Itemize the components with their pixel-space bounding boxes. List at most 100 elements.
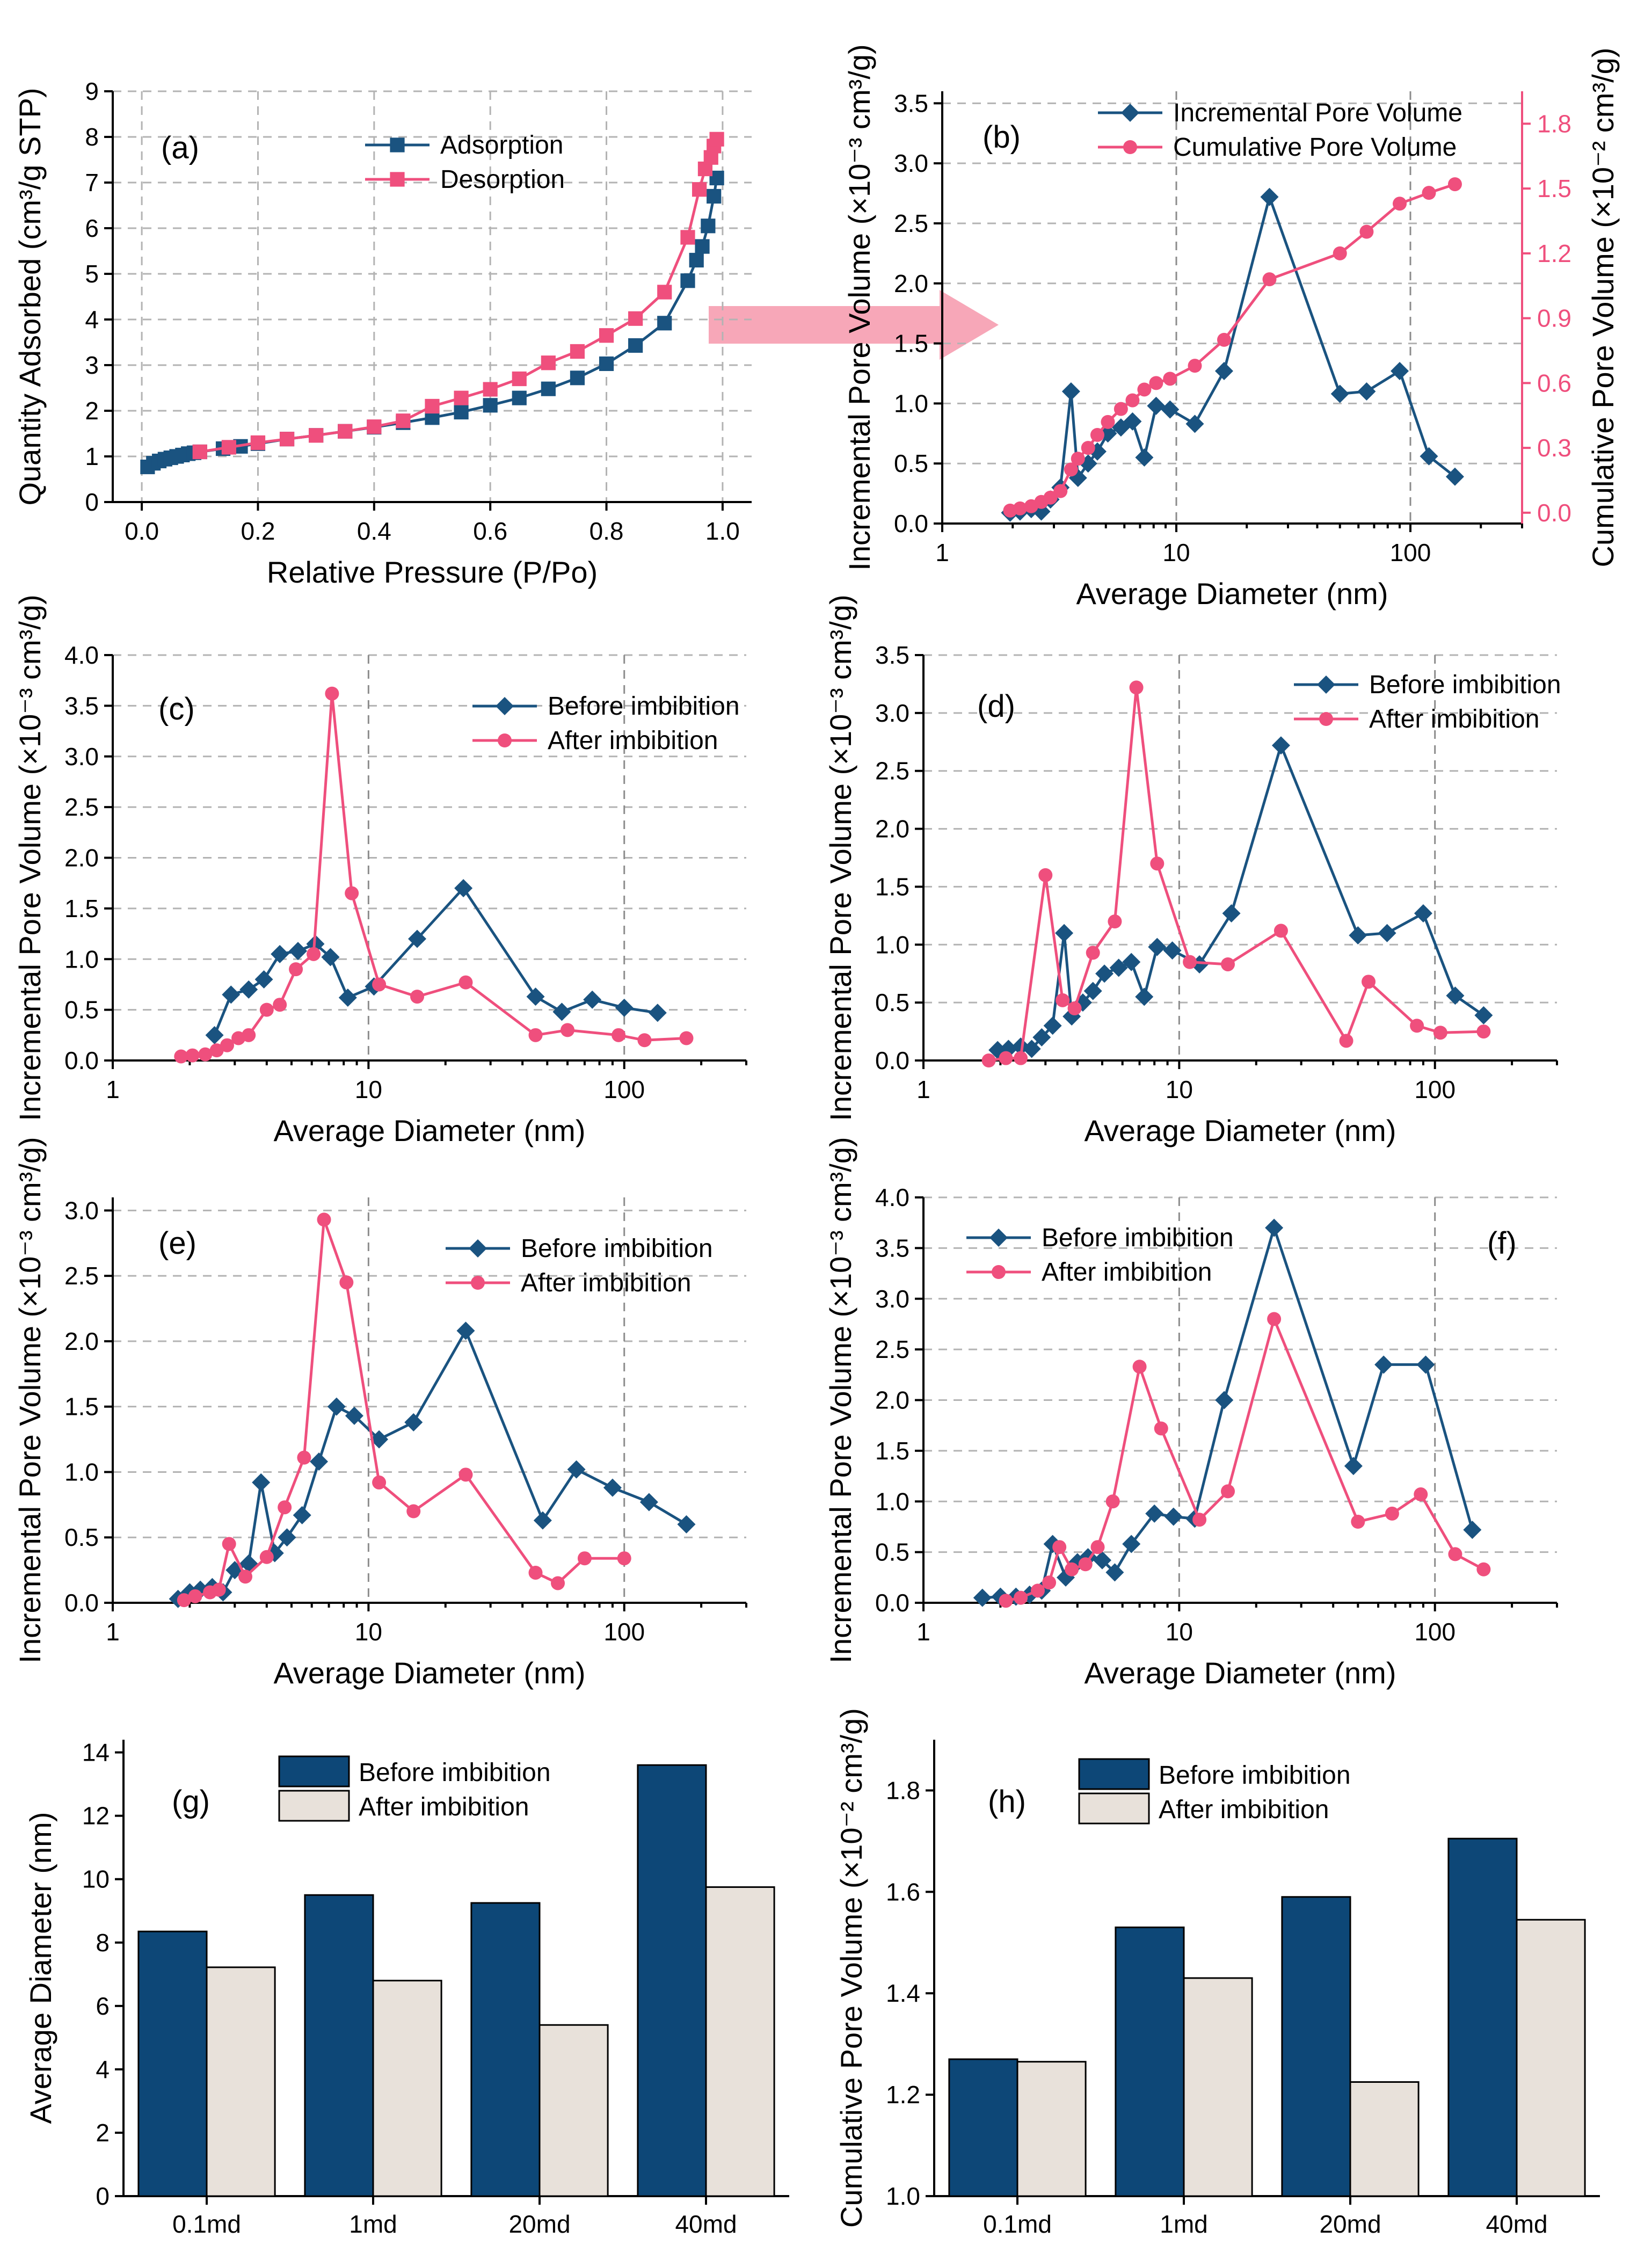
panel-e-data-point: [327, 1397, 346, 1416]
panel-g-y-tick-label: 12: [82, 1802, 110, 1830]
panel-a-data-point: [396, 413, 411, 428]
panel-a-data-point: [541, 355, 556, 370]
panel-a-data-point: [709, 132, 724, 147]
panel-c-data-point: [372, 977, 387, 992]
panel-f-data-point: [973, 1588, 992, 1607]
panel-a-data-point: [338, 424, 353, 439]
panel-e-data-point: [577, 1551, 592, 1566]
panel-h-legend-label: Before imbibition: [1159, 1761, 1351, 1790]
panel-f-y-tick-label: 3.0: [875, 1285, 909, 1313]
panel-a: 0 1 2 3 4 5 6 7 8 9 0.0 0.2 0.4 0.6 0.8 1.0 Relative Pre…: [13, 77, 752, 589]
panel-b-data-point: [1147, 396, 1166, 415]
panel-d-data-point: [1129, 680, 1144, 695]
panel-e-data-point: [345, 1406, 363, 1425]
panel-a-data-point: [628, 338, 643, 353]
panel-b-legend-label: Cumulative Pore Volume: [1173, 133, 1457, 162]
panel-d-legend-marker: [1317, 675, 1335, 694]
panel-e-data-point: [259, 1550, 274, 1564]
panel-e-legend-marker: [471, 1276, 485, 1290]
panel-c-data-point: [583, 990, 602, 1009]
panel-b-y-tick-label: 1.0: [894, 389, 928, 417]
panel-g-y-tick-label: 6: [96, 1992, 110, 2020]
panel-d-y-tick-label: 0.5: [875, 989, 909, 1016]
panel-f-y-tick-label: 2.0: [875, 1386, 909, 1414]
panel-b-data-point: [1217, 332, 1231, 347]
panel-b-y-right-tick-label: 1.8: [1537, 110, 1571, 137]
panel-e-legend-label: Before imbibition: [521, 1234, 713, 1263]
panel-f-data-point: [1416, 1355, 1435, 1374]
panel-e: 0.0 0.5 1.0 1.5 2.0 2.5 3.0 1 10 100 Average Diame…: [13, 1137, 747, 1690]
panel-b-data-point: [1445, 467, 1464, 486]
panel-a-data-point: [657, 285, 672, 300]
panel-f-data-point: [1154, 1421, 1168, 1436]
panel-e-data-point: [252, 1473, 271, 1492]
panel-d-data-point: [981, 1053, 996, 1067]
panel-b-data-point: [1214, 362, 1233, 381]
panel-a-data-point: [628, 311, 643, 326]
panel-d-data-point: [1095, 964, 1114, 983]
panel-a-legend-marker: [390, 172, 405, 187]
panel-b-data-point: [1422, 186, 1436, 200]
panel-f-data-point: [1065, 1562, 1079, 1576]
panel-b-data-point: [1260, 187, 1279, 206]
panel-d-data-point: [1273, 924, 1288, 938]
panel-g-legend-label: Before imbibition: [359, 1759, 551, 1787]
panel-g-bar: [372, 1980, 442, 2197]
panel-e-data-point: [188, 1589, 202, 1603]
panel-g-y-tick-label: 10: [82, 1865, 110, 1893]
panel-d-y-tick-label: 0.0: [875, 1047, 909, 1074]
panel-g-bar: [304, 1894, 374, 2197]
panel-b-data-point: [1043, 490, 1058, 505]
panel-d-data-point: [1433, 1026, 1447, 1040]
panel-b-data-point: [1357, 382, 1376, 401]
transition-arrow: [709, 290, 999, 360]
panel-d-data-point: [1410, 1019, 1424, 1033]
panel-g-y-tick-label: 8: [96, 1929, 110, 1957]
panel-d-y-tick-label: 3.0: [875, 699, 909, 727]
panel-b-data-point: [1081, 441, 1095, 455]
panel-b-data-point: [1098, 424, 1117, 443]
panel-a-y-tick-label: 1: [85, 442, 99, 470]
panel-d-data-point: [1378, 924, 1396, 942]
panel-f-y-axis-title: Incremental Pore Volume (×10⁻³ cm³/g): [824, 1137, 857, 1663]
panel-a-x-tick-label: 0.0: [125, 517, 159, 545]
panel-f-data-point: [1448, 1547, 1462, 1561]
panel-c-y-tick-label: 2.0: [64, 844, 99, 872]
panel-f-data-point: [1385, 1506, 1399, 1521]
panel-b-data-point: [1393, 197, 1407, 211]
panel-h-legend: Before imbibition After imbibition: [1078, 1758, 1351, 1825]
panel-b-y-right-tick-label: 1.2: [1537, 239, 1571, 267]
panel-d-data-point: [1446, 986, 1465, 1005]
panel-f-data-point: [1031, 1583, 1045, 1598]
panel-f-data-point: [1042, 1575, 1057, 1590]
panel-b-data-point: [1053, 484, 1068, 498]
panel-a-data-point: [692, 182, 707, 197]
panel-g-bar: [705, 1886, 775, 2197]
panel-a-legend-marker: [390, 137, 405, 152]
panel-f-data-point: [1344, 1457, 1363, 1476]
panel-e-y-tick-label: 2.0: [64, 1327, 99, 1355]
panel-b-data-point: [1071, 452, 1085, 466]
panel-c-data-point: [561, 1023, 575, 1037]
panel-c-legend-marker: [496, 697, 514, 715]
panel-g-bar: [470, 1902, 541, 2197]
panel-b-data-point: [1114, 402, 1128, 416]
panel-e-data-point: [293, 1506, 311, 1524]
panel-b-data-point: [1447, 177, 1462, 192]
panel-f-data-point: [1476, 1562, 1491, 1576]
panel-c-y-tick-label: 0.0: [64, 1047, 99, 1074]
panel-d-data-point: [1349, 926, 1367, 945]
panel-a-data-point: [250, 435, 266, 451]
panel-h-label: (h): [988, 1784, 1026, 1819]
panel-a-data-point: [367, 419, 382, 434]
panel-c-legend-label: After imbibition: [548, 726, 718, 755]
panel-h-legend-label: After imbibition: [1159, 1796, 1329, 1824]
panel-a-y-tick-label: 8: [85, 123, 99, 151]
panel-f-data-point: [1265, 1218, 1284, 1237]
panel-a-label: (a): [161, 130, 199, 165]
panel-c-data-point: [271, 944, 289, 963]
panel-b-data-point: [1149, 376, 1163, 390]
panel-b-data-point: [1391, 362, 1409, 381]
panel-f-data-point: [1414, 1487, 1428, 1502]
panel-c-legend: Before imbibition After imbibition: [472, 692, 740, 755]
